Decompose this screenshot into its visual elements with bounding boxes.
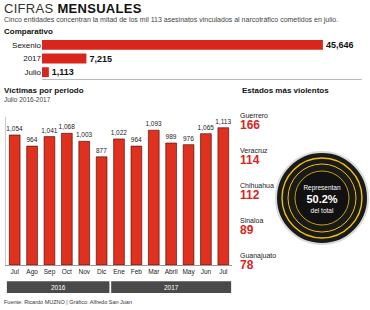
svg-text:50.2%: 50.2% (306, 193, 337, 205)
html-text:Cinco entidades concentran la: Cinco entidades concentran la mitad de l… (4, 16, 339, 23)
svg-text:1,093: 1,093 (145, 120, 162, 127)
svg-text:Representan: Representan (303, 184, 341, 192)
html-text:Julio 2016-2017: Julio 2016-2017 (4, 96, 51, 103)
svg-text:May: May (182, 268, 195, 276)
svg-text:1,054: 1,054 (6, 125, 23, 132)
html-text:Guerrero: Guerrero (240, 112, 268, 119)
svg-text:Sep: Sep (44, 268, 56, 276)
svg-text:1,068: 1,068 (59, 123, 76, 130)
html-text:Víctimas por periodo: Víctimas por periodo (4, 86, 84, 95)
html-text:Guanajuato: Guanajuato (240, 252, 277, 259)
svg-text:Dic: Dic (97, 268, 107, 275)
svg-text:7,215: 7,215 (89, 54, 112, 64)
svg-text:Nov: Nov (78, 268, 90, 275)
svg-text:Feb: Feb (131, 268, 143, 275)
svg-text:2016: 2016 (51, 284, 66, 291)
svg-text:1,065: 1,065 (198, 124, 215, 131)
svg-text:1,003: 1,003 (76, 131, 93, 138)
html-text:89: 89 (240, 223, 254, 237)
html-text:CIFRAS MENSUALES: CIFRAS MENSUALES (4, 1, 142, 16)
svg-text:del total: del total (311, 207, 334, 214)
html-text:114: 114 (240, 153, 260, 167)
html-text:112: 112 (240, 188, 260, 202)
svg-text:1,113: 1,113 (215, 118, 231, 125)
html-text:Comparativo: Comparativo (4, 27, 53, 36)
svg-text:45,646: 45,646 (326, 40, 354, 50)
html-text:Sinaloa: Sinaloa (240, 217, 264, 224)
svg-text:Oct: Oct (62, 268, 72, 275)
html-text:Fuente: Ricardo MUZNO | Gráfic: Fuente: Ricardo MUZNO | Gráfico: Alfredo… (4, 299, 132, 305)
svg-text:1,113: 1,113 (52, 67, 74, 77)
html-text:166: 166 (240, 118, 260, 132)
svg-text:Abril: Abril (165, 268, 179, 275)
svg-text:Jul: Jul (219, 268, 228, 275)
svg-text:2017: 2017 (164, 284, 179, 291)
svg-text:2017: 2017 (23, 54, 41, 63)
svg-text:Jun: Jun (201, 268, 212, 275)
svg-text:964: 964 (131, 136, 142, 143)
svg-text:Mar: Mar (148, 268, 160, 275)
svg-text:Julio: Julio (25, 68, 42, 77)
svg-text:1,041: 1,041 (41, 127, 58, 134)
svg-text:976: 976 (183, 135, 194, 142)
svg-text:989: 989 (166, 133, 177, 140)
html-text:Veracruz: Veracruz (240, 147, 268, 154)
svg-text:1,022: 1,022 (111, 129, 128, 136)
html-text:78: 78 (240, 258, 254, 272)
html-text:Chihuahua: Chihuahua (240, 182, 274, 189)
svg-text:964: 964 (26, 136, 37, 143)
svg-text:Ene: Ene (113, 268, 125, 275)
svg-text:Jul: Jul (11, 268, 20, 275)
html-text:Estados más violentos: Estados más violentos (242, 86, 329, 95)
svg-text:877: 877 (96, 147, 107, 154)
svg-text:Sexenio: Sexenio (12, 41, 41, 50)
svg-text:Ago: Ago (26, 268, 38, 276)
